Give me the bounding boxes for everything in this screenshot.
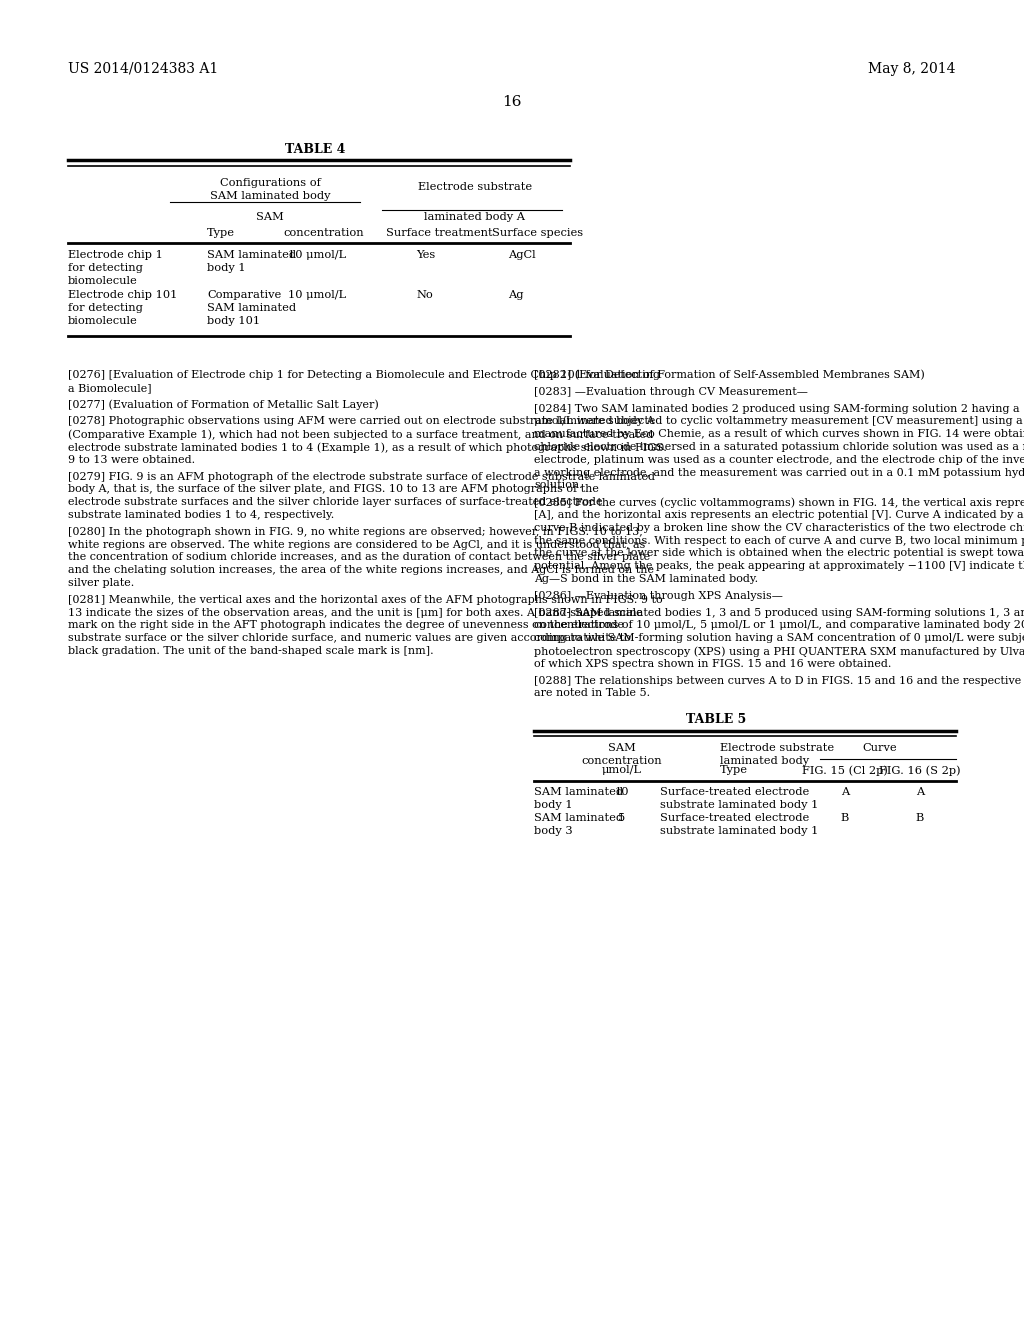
Text: TABLE 5: TABLE 5 [686,713,746,726]
Text: 10: 10 [614,787,630,797]
Text: laminated body A: laminated body A [425,213,525,222]
Text: curve B indicated by a broken line show the CV characteristics of the two electr: curve B indicated by a broken line show … [534,523,1024,533]
Text: Ag—S bond in the SAM laminated body.: Ag—S bond in the SAM laminated body. [534,574,758,583]
Text: of which XPS spectra shown in FIGS. 15 and 16 were obtained.: of which XPS spectra shown in FIGS. 15 a… [534,659,891,669]
Text: Comparative
SAM laminated
body 101: Comparative SAM laminated body 101 [207,290,296,326]
Text: [0282] (Evaluation of Formation of Self-Assembled Membranes SAM): [0282] (Evaluation of Formation of Self-… [534,370,925,380]
Text: solution.: solution. [534,480,583,491]
Text: [0287] SAM laminated bodies 1, 3 and 5 produced using SAM-forming solutions 1, 3: [0287] SAM laminated bodies 1, 3 and 5 p… [534,607,1024,618]
Text: substrate laminated bodies 1 to 4, respectively.: substrate laminated bodies 1 to 4, respe… [68,510,334,520]
Text: Electrode chip 1
for detecting
biomolecule: Electrode chip 1 for detecting biomolecu… [68,249,163,286]
Text: Type: Type [720,766,748,775]
Text: (Comparative Example 1), which had not been subjected to a surface treatment, an: (Comparative Example 1), which had not b… [68,429,653,440]
Text: FIG. 16 (S 2p): FIG. 16 (S 2p) [880,766,961,776]
Text: B: B [841,813,849,824]
Text: chloride electrode immersed in a saturated potassium chloride solution was used : chloride electrode immersed in a saturat… [534,442,1024,451]
Text: SAM laminated
body 3: SAM laminated body 3 [534,813,624,837]
Text: Yes: Yes [416,249,435,260]
Text: TABLE 4: TABLE 4 [285,143,345,156]
Text: the same conditions. With respect to each of curve A and curve B, two local mini: the same conditions. With respect to eac… [534,536,1024,545]
Text: a working electrode, and the measurement was carried out in a 0.1 mM potassium h: a working electrode, and the measurement… [534,467,1024,478]
Text: [0285] For the curves (cyclic voltammograms) shown in FIG. 14, the vertical axis: [0285] For the curves (cyclic voltammogr… [534,498,1024,508]
Text: [0283] —Evaluation through CV Measurement—: [0283] —Evaluation through CV Measuremen… [534,387,808,397]
Text: electrode, platinum was used as a counter electrode, and the electrode chip of t: electrode, platinum was used as a counte… [534,455,1024,465]
Text: body A, that is, the surface of the silver plate, and FIGS. 10 to 13 are AFM pho: body A, that is, the surface of the silv… [68,484,599,495]
Text: [A], and the horizontal axis represents an electric potential [V]. Curve A indic: [A], and the horizontal axis represents … [534,510,1024,520]
Text: Surface-treated electrode
substrate laminated body 1: Surface-treated electrode substrate lami… [660,787,818,810]
Text: a Biomolecule]: a Biomolecule] [68,383,152,393]
Text: [0276] [Evaluation of Electrode chip 1 for Detecting a Biomolecule and Electrode: [0276] [Evaluation of Electrode chip 1 f… [68,370,660,380]
Text: 5: 5 [618,813,626,824]
Text: Electrode chip 101
for detecting
biomolecule: Electrode chip 101 for detecting biomole… [68,290,177,326]
Text: concentration: concentration [283,228,364,238]
Text: SAM
concentration: SAM concentration [582,743,663,767]
Text: 10 μmol/L: 10 μmol/L [288,290,346,300]
Text: Electrode substrate
laminated body: Electrode substrate laminated body [720,743,835,767]
Text: manufactured by Eco Chemie, as a result of which curves shown in FIG. 14 were ob: manufactured by Eco Chemie, as a result … [534,429,1024,440]
Text: Surface species: Surface species [492,228,583,238]
Text: Configurations of
SAM laminated body: Configurations of SAM laminated body [210,178,331,201]
Text: B: B [915,813,925,824]
Text: mark on the right side in the AFT photograph indicates the degree of unevenness : mark on the right side in the AFT photog… [68,620,624,631]
Text: Electrode substrate: Electrode substrate [418,182,532,191]
Text: Curve: Curve [862,743,897,754]
Text: [0281] Meanwhile, the vertical axes and the horizontal axes of the AFM photograp: [0281] Meanwhile, the vertical axes and … [68,595,663,605]
Text: photoelectron spectroscopy (XPS) using a PHI QUANTERA SXM manufactured by Ulvac-: photoelectron spectroscopy (XPS) using a… [534,645,1024,656]
Text: potential. Among the peaks, the peak appearing at approximately −1100 [V] indica: potential. Among the peaks, the peak app… [534,561,1024,572]
Text: [0288] The relationships between curves A to D in FIGS. 15 and 16 and the respec: [0288] The relationships between curves … [534,676,1024,685]
Text: [0284] Two SAM laminated bodies 2 produced using SAM-forming solution 2 having a: [0284] Two SAM laminated bodies 2 produc… [534,404,1024,413]
Text: the concentration of sodium chloride increases, and as the duration of contact b: the concentration of sodium chloride inc… [68,552,650,562]
Text: No: No [416,290,433,300]
Text: May 8, 2014: May 8, 2014 [868,62,956,77]
Text: 16: 16 [502,95,522,110]
Text: and the chelating solution increases, the area of the white regions increases, a: and the chelating solution increases, th… [68,565,654,576]
Text: [0279] FIG. 9 is an AFM photograph of the electrode substrate surface of electro: [0279] FIG. 9 is an AFM photograph of th… [68,471,655,482]
Text: electrode substrate surfaces and the silver chloride layer surfaces of surface-t: electrode substrate surfaces and the sil… [68,498,602,507]
Text: A: A [841,787,849,797]
Text: 13 indicate the sizes of the observation areas, and the unit is [μm] for both ax: 13 indicate the sizes of the observation… [68,607,643,618]
Text: [0280] In the photograph shown in FIG. 9, no white regions are observed; however: [0280] In the photograph shown in FIG. 9… [68,527,643,537]
Text: US 2014/0124383 A1: US 2014/0124383 A1 [68,62,218,77]
Text: [0277] (Evaluation of Formation of Metallic Salt Layer): [0277] (Evaluation of Formation of Metal… [68,400,379,411]
Text: SAM laminated
body 1: SAM laminated body 1 [534,787,624,810]
Text: SAM laminated
body 1: SAM laminated body 1 [207,249,296,273]
Text: μmol/L: μmol/L [602,766,642,775]
Text: substrate surface or the silver chloride surface, and numeric values are given a: substrate surface or the silver chloride… [68,634,631,643]
Text: A: A [915,787,924,797]
Text: [0278] Photographic observations using AFM were carried out on electrode substra: [0278] Photographic observations using A… [68,416,654,426]
Text: comparative SAM-forming solution having a SAM concentration of 0 μmol/L were sub: comparative SAM-forming solution having … [534,634,1024,643]
Text: the curve at the lower side which is obtained when the electric potential is swe: the curve at the lower side which is obt… [534,548,1024,558]
Text: SAM: SAM [256,213,284,222]
Text: Surface-treated electrode
substrate laminated body 1: Surface-treated electrode substrate lami… [660,813,818,837]
Text: μmol/L were subjected to cyclic voltammetry measurement [CV measurement] using a: μmol/L were subjected to cyclic voltamme… [534,416,1024,426]
Text: black gradation. The unit of the band-shaped scale mark is [nm].: black gradation. The unit of the band-sh… [68,645,433,656]
Text: electrode substrate laminated bodies 1 to 4 (Example 1), as a result of which ph: electrode substrate laminated bodies 1 t… [68,442,667,453]
Text: are noted in Table 5.: are noted in Table 5. [534,689,650,698]
Text: Surface treatment: Surface treatment [386,228,493,238]
Text: Type: Type [207,228,234,238]
Text: AgCl: AgCl [508,249,536,260]
Text: 10 μmol/L: 10 μmol/L [288,249,346,260]
Text: [0286] —Evaluation through XPS Analysis—: [0286] —Evaluation through XPS Analysis— [534,591,783,601]
Text: 9 to 13 were obtained.: 9 to 13 were obtained. [68,455,196,465]
Text: silver plate.: silver plate. [68,578,134,587]
Text: FIG. 15 (Cl 2p): FIG. 15 (Cl 2p) [802,766,888,776]
Text: Ag: Ag [508,290,523,300]
Text: concentrations of 10 μmol/L, 5 μmol/L or 1 μmol/L, and comparative laminated bod: concentrations of 10 μmol/L, 5 μmol/L or… [534,620,1024,631]
Text: white regions are observed. The white regions are considered to be AgCl, and it : white regions are observed. The white re… [68,540,645,549]
